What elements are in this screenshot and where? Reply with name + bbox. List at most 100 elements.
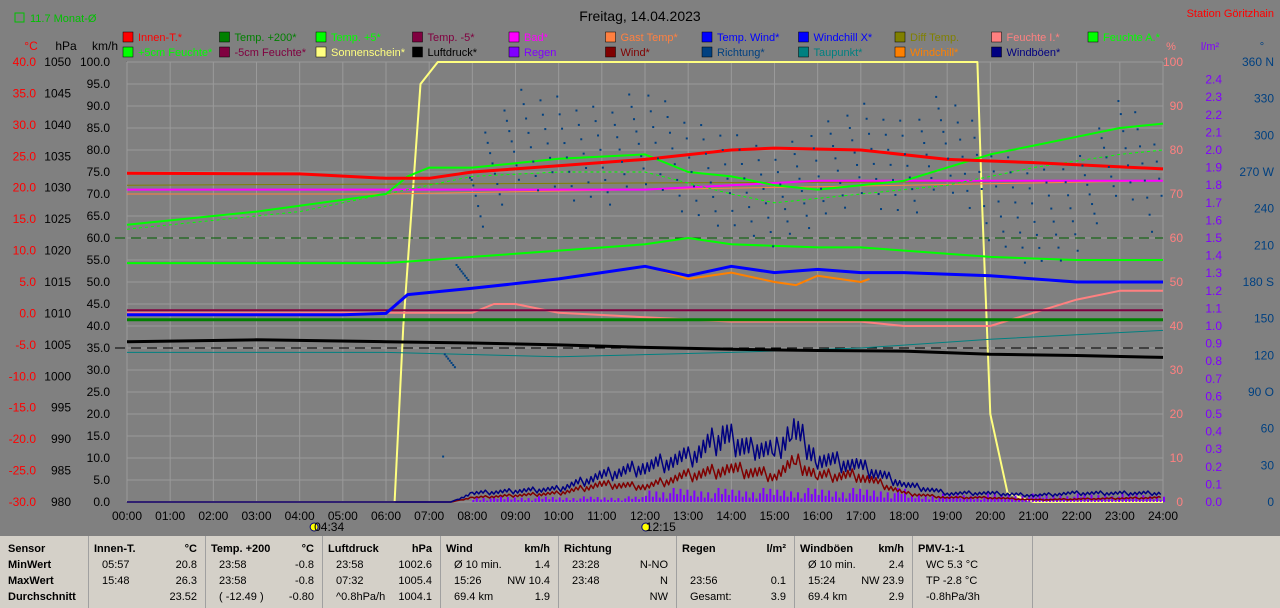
legend-swatch[interactable]: [701, 31, 713, 43]
legend-swatch[interactable]: [412, 31, 423, 43]
temp-tick-label: -30.0: [9, 495, 37, 509]
legend-swatch[interactable]: [508, 31, 520, 43]
summary-max-time: 07:32: [336, 575, 364, 587]
rain-bar: [727, 494, 730, 502]
direction-point: [1124, 147, 1127, 150]
legend-swatch[interactable]: [122, 46, 134, 58]
legend-swatch[interactable]: [412, 46, 423, 58]
kmh-tick-label: 40.0: [87, 319, 111, 333]
rain-bar: [714, 493, 717, 502]
summary-title: Windböen: [800, 543, 854, 555]
kmh-tick-label: 35.0: [87, 341, 111, 355]
direction-point: [815, 159, 818, 162]
rain-tick-label: 1.4: [1205, 249, 1222, 263]
direction-point: [582, 152, 585, 155]
rain-bar: [520, 497, 523, 502]
month-avg-checkbox[interactable]: [14, 12, 25, 23]
direction-point: [932, 188, 935, 191]
legend-swatch[interactable]: [315, 31, 327, 43]
temp-tick-label: 20.0: [13, 181, 37, 195]
direction-point: [1069, 207, 1072, 210]
direction-point: [971, 119, 974, 122]
summary-min-value: -0.8: [295, 559, 314, 571]
legend: Innen-T.* Temp. +200* Temp. +5* Temp. -5* Ba…: [122, 31, 1161, 59]
direction-point: [728, 192, 731, 195]
pct-tick-label: 70: [1170, 187, 1184, 201]
legend-swatch[interactable]: [1087, 31, 1099, 43]
direction-point: [915, 211, 918, 214]
legend-swatch[interactable]: [991, 46, 1002, 58]
rain-bar: [700, 491, 703, 502]
direction-point: [573, 199, 576, 202]
summary-min-value: 2.4: [888, 559, 904, 571]
legend-swatch[interactable]: [508, 46, 520, 58]
direction-point: [1141, 162, 1144, 165]
direction-point: [947, 157, 950, 160]
hpa-tick-label: 1040: [44, 118, 71, 132]
temp-tick-label: 25.0: [13, 149, 37, 163]
direction-point: [496, 183, 499, 186]
direction-point: [1134, 111, 1137, 114]
direction-point: [848, 126, 851, 129]
direction-point: [685, 137, 688, 140]
time-tick-label: 14:00: [716, 509, 746, 523]
time-tick-label: 12:00: [630, 509, 660, 523]
temp-tick-label: -5.0: [15, 338, 36, 352]
direction-point: [1067, 194, 1070, 197]
summary-row-labels: Sensor MinWert MaxWert Durchschnitt: [0, 536, 89, 608]
legend-swatch[interactable]: [122, 31, 134, 43]
legend-swatch[interactable]: [894, 46, 906, 58]
rain-bar: [1100, 498, 1103, 502]
rain-bar: [669, 493, 672, 502]
legend-swatch[interactable]: [605, 31, 616, 43]
legend-swatch[interactable]: [701, 46, 713, 58]
rain-bar: [859, 488, 862, 502]
legend-swatch[interactable]: [798, 31, 809, 43]
rain-bar: [924, 495, 927, 502]
rain-bar: [686, 489, 689, 502]
legend-swatch[interactable]: [798, 46, 809, 58]
direction-point: [990, 155, 993, 158]
legend-swatch[interactable]: [605, 46, 616, 58]
chart-title: Freitag, 14.04.2023: [579, 8, 701, 24]
direction-point: [544, 128, 547, 131]
rain-bar: [1045, 494, 1048, 502]
direction-point: [702, 138, 705, 141]
summary-table: Sensor MinWert MaxWert Durchschnitt Inne…: [0, 536, 1280, 608]
legend-swatch[interactable]: [219, 46, 230, 58]
direction-point: [493, 172, 496, 175]
rain-bar: [610, 497, 613, 502]
rain-bar: [634, 496, 637, 502]
summary-unit: km/h: [524, 543, 550, 555]
legend-label: Temp. -5*: [428, 32, 476, 44]
direction-point: [654, 141, 657, 144]
summary-unit: °C: [184, 543, 197, 555]
legend-swatch[interactable]: [991, 31, 1002, 43]
direction-point: [841, 194, 844, 197]
direction-point: [661, 188, 664, 191]
legend-swatch[interactable]: [315, 46, 327, 58]
direction-point: [925, 153, 928, 156]
direction-point: [683, 121, 686, 124]
legend-swatch[interactable]: [219, 31, 230, 43]
series-temp-wind: [127, 264, 1163, 317]
rain-bar: [779, 495, 782, 502]
direction-point: [529, 146, 532, 149]
summary-min-time: WC 5.3 °C: [926, 559, 979, 571]
rain-bar: [662, 492, 665, 502]
direction-point: [695, 199, 698, 202]
direction-point: [745, 191, 748, 194]
hpa-tick-label: 1050: [44, 55, 71, 69]
rain-bar: [655, 491, 658, 502]
dir-tick-label: 360 N: [1242, 55, 1274, 69]
rain-bar: [638, 499, 641, 502]
rain-bar: [1152, 499, 1155, 502]
direction-point: [748, 206, 751, 209]
direction-point: [462, 272, 465, 275]
direction-point: [839, 182, 842, 185]
direction-point: [688, 156, 691, 159]
hpa-tick-label: 980: [51, 495, 71, 509]
direction-point: [1033, 220, 1036, 223]
direction-point: [611, 111, 614, 114]
legend-swatch[interactable]: [894, 31, 906, 43]
